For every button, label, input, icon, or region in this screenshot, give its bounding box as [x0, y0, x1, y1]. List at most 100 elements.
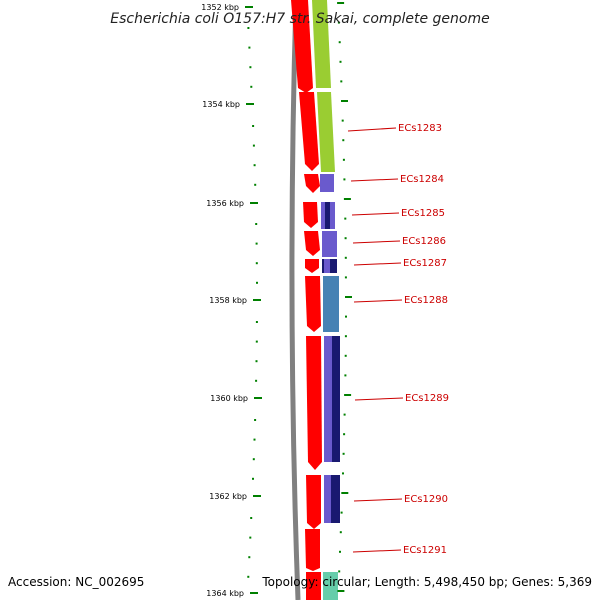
- minor-tick: [253, 164, 256, 167]
- tick-label: 1360 kbp: [210, 394, 248, 403]
- gene-label: ECs1284: [400, 174, 444, 185]
- gene-feature-arrow: [305, 276, 321, 332]
- minor-tick: [344, 374, 347, 377]
- minor-tick: [247, 575, 250, 578]
- minor-tick: [342, 472, 344, 475]
- minor-tick: [252, 144, 255, 147]
- minor-tick: [338, 570, 341, 573]
- gene-leader-line: [354, 397, 404, 401]
- major-tick: [337, 2, 345, 4]
- gene-leader-line: [352, 549, 402, 553]
- gene-feature-arrow: [291, 0, 313, 93]
- minor-tick: [343, 413, 346, 416]
- minor-tick: [255, 321, 258, 323]
- minor-tick: [344, 335, 347, 338]
- minor-tick: [252, 477, 254, 480]
- gene-feature-arrow: [299, 92, 319, 171]
- major-tick: [253, 495, 261, 497]
- tick-labels-layer: 1352 kbp 1354 kbp 1356 kbp 1358 kbp 1360 kbp…: [201, 3, 248, 598]
- gene-label: ECs1285: [401, 208, 445, 219]
- gene-leader-line: [351, 212, 400, 216]
- gene-feature-arrow: [306, 336, 322, 470]
- gene-leader-line: [347, 127, 397, 132]
- minor-tick: [248, 46, 251, 49]
- major-tick: [341, 492, 349, 494]
- gene-feature-arrow: [306, 572, 321, 600]
- minor-tick: [340, 511, 343, 514]
- gene-label: ECs1290: [404, 494, 448, 505]
- minor-tick: [249, 66, 252, 69]
- minor-tick: [342, 139, 345, 142]
- minor-tick: [343, 433, 346, 436]
- minor-tick: [256, 281, 258, 284]
- cog-block: [320, 174, 334, 192]
- cog-block: [317, 92, 335, 172]
- minor-tick: [340, 80, 343, 83]
- tick-label: 1356 kbp: [206, 199, 244, 208]
- cog-block: [323, 572, 338, 600]
- forward-strand-track: [291, 0, 322, 600]
- cog-block: [312, 0, 331, 88]
- cog-block: [322, 231, 337, 257]
- gene-label: ECs1291: [403, 545, 447, 556]
- minor-tick: [339, 531, 342, 534]
- tick-label: 1364 kbp: [206, 589, 244, 598]
- minor-tick: [339, 550, 341, 553]
- gene-feature-arrow: [304, 231, 320, 256]
- minor-tick: [342, 158, 345, 161]
- accession-text: Accession: NC_002695: [8, 575, 144, 589]
- minor-tick: [247, 27, 250, 29]
- minor-tick: [345, 315, 347, 318]
- minor-tick: [250, 85, 253, 88]
- gene-label: ECs1289: [405, 393, 449, 404]
- minor-tick: [337, 21, 340, 24]
- major-tick: [337, 590, 345, 592]
- minor-tick: [254, 419, 257, 421]
- cog-block: [325, 202, 330, 229]
- minor-tick: [344, 276, 347, 279]
- gene-label: ECs1283: [398, 123, 442, 134]
- gene-leader-line: [350, 178, 399, 182]
- minor-tick: [255, 360, 258, 363]
- gene-leader-line: [353, 498, 403, 502]
- topology-info-text: Topology: circular; Length: 5,498,450 bp…: [261, 575, 592, 589]
- major-tick: [253, 299, 261, 301]
- cog-block: [323, 276, 339, 332]
- minor-tick: [344, 217, 347, 220]
- major-tick: [250, 202, 258, 204]
- minor-tick: [338, 41, 341, 44]
- minor-tick: [255, 379, 258, 382]
- minor-tick: [344, 237, 347, 240]
- map-title: Escherichia coli O157:H7 str. Sakai, com…: [110, 11, 489, 27]
- major-tick: [341, 100, 348, 102]
- major-tick: [343, 198, 351, 200]
- minor-tick: [250, 517, 253, 519]
- minor-tick: [339, 60, 342, 63]
- minor-tick: [252, 125, 255, 127]
- cog-category-track: [312, 0, 340, 600]
- minor-tick: [248, 556, 251, 559]
- gene-feature-arrow: [304, 174, 320, 193]
- gene-leader-line: [352, 240, 401, 244]
- gene-feature-arrow: [306, 475, 321, 529]
- minor-tick: [344, 354, 347, 357]
- tick-label: 1358 kbp: [209, 296, 247, 305]
- major-tick: [344, 394, 352, 396]
- cog-block: [332, 336, 340, 462]
- major-tick: [245, 6, 253, 8]
- cog-block: [331, 475, 340, 523]
- major-tick: [254, 397, 262, 399]
- cog-block: [324, 259, 330, 273]
- gene-labels-layer: ECs1283 ECs1284 ECs1285 ECs1286 ECs1287 ECs12…: [347, 123, 449, 556]
- gene-label: ECs1288: [404, 295, 448, 306]
- major-tick: [246, 103, 254, 105]
- minor-tick: [255, 262, 258, 265]
- gene-feature-arrow: [303, 202, 318, 228]
- minor-tick: [255, 242, 258, 245]
- tick-label: 1352 kbp: [201, 3, 239, 12]
- minor-tick: [341, 119, 344, 122]
- ticks-layer: [245, 2, 352, 594]
- gene-feature-arrow: [305, 529, 320, 571]
- minor-tick: [342, 452, 345, 455]
